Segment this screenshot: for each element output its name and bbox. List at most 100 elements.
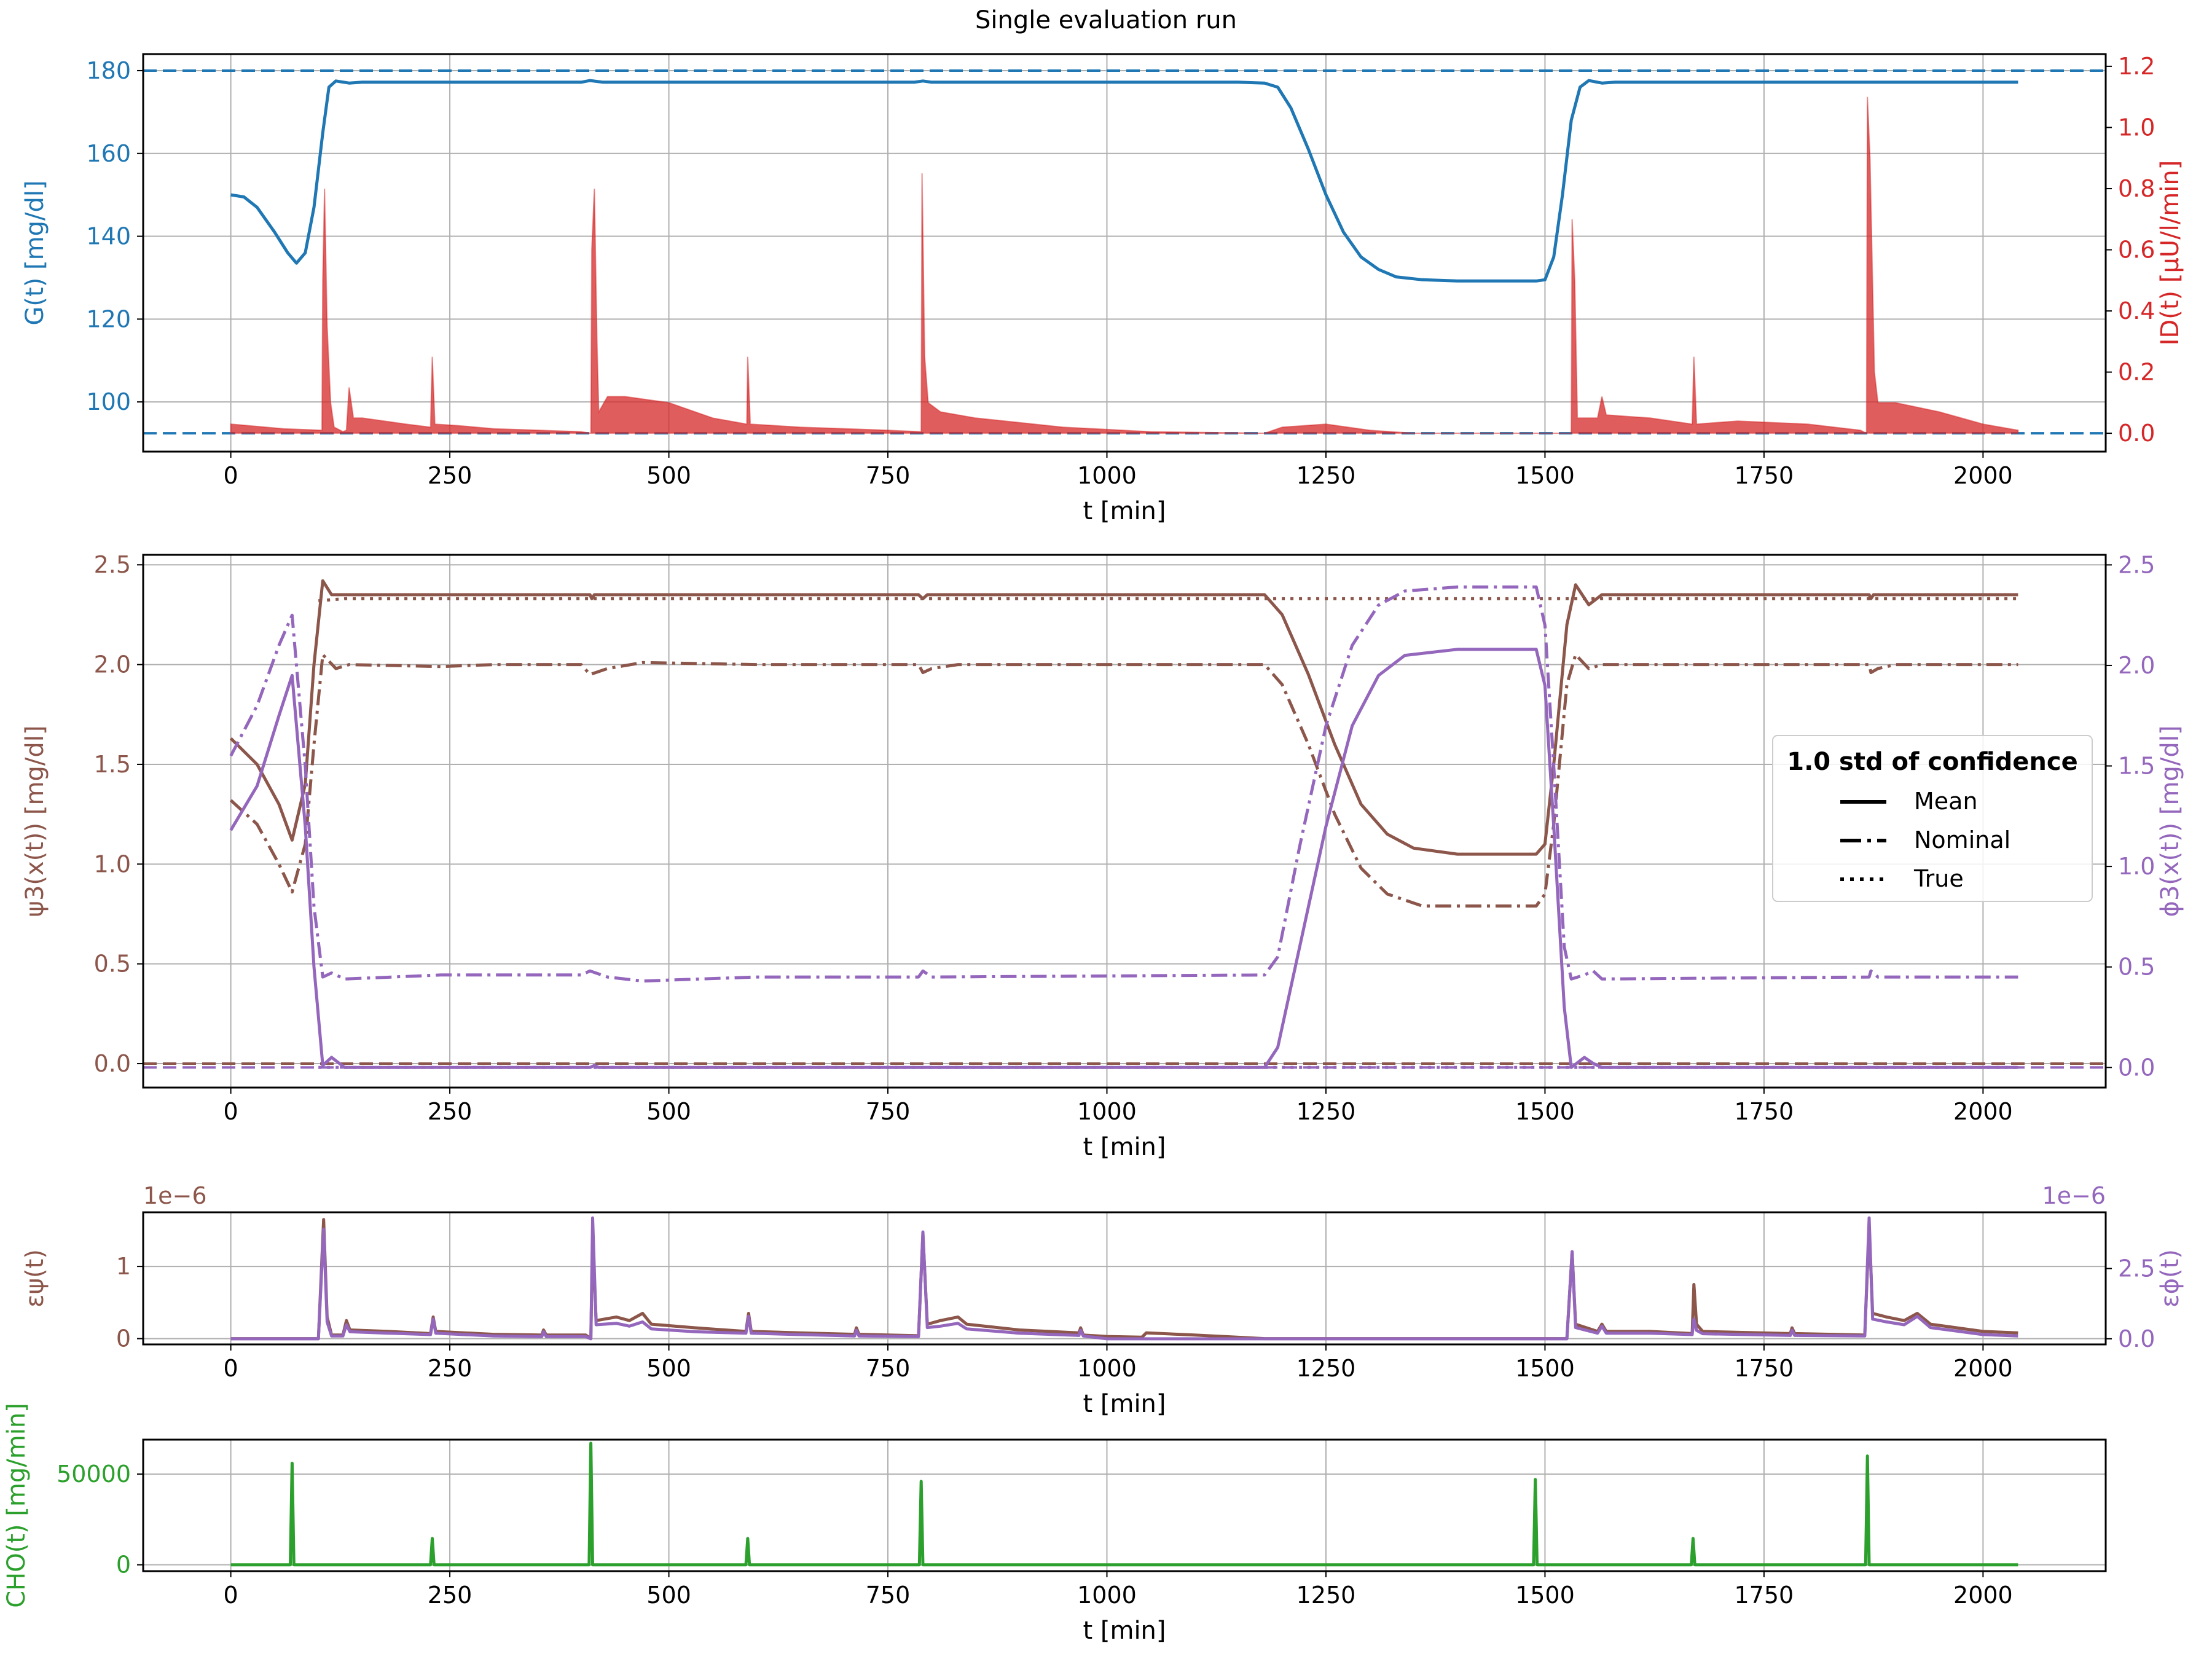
legend-entry-true: True [1913,865,1964,892]
green-solid-series [230,1441,2018,1567]
x-tick-label: 1250 [1296,1098,1356,1125]
right-y-tick-label: 0.6 [2118,237,2155,264]
right-y-tick-label: 0.4 [2118,297,2155,324]
y-tick-label: 0 [116,1325,131,1352]
right-y-axis-label: ϕ3(x(t)) [mg/dl] [2156,726,2184,917]
right-y-tick-label: 0.0 [2118,1325,2155,1352]
x-tick-label: 750 [866,1582,911,1609]
psi-phi-panel: 0 250 500 750 1000 1250 1500 1750 2000 t [min] 0.0… [21,551,2184,1161]
legend-entry-nominal: Nominal [1914,826,2010,853]
x-tick-label: 0 [223,1582,238,1609]
x-tick-label: 1750 [1735,1355,1794,1382]
x-tick-label: 1250 [1296,1582,1356,1609]
x-tick-label: 2000 [1953,1098,2013,1125]
insulin-area-series [230,96,2019,434]
legend-entry-mean: Mean [1914,788,1978,815]
x-tick-label: 1750 [1735,1582,1794,1609]
right-y-tick-label: 1.5 [2118,753,2155,780]
y-tick-label: 0 [116,1551,131,1579]
y-tick-label: 1 [116,1253,131,1280]
right-y-tick-label: 0.5 [2118,954,2155,981]
right-y-tick-label: 0.8 [2118,175,2155,202]
y-tick-label: 1.5 [94,751,131,778]
plot-frame [142,554,2107,1089]
right-y-tick-label: 1.0 [2118,853,2155,880]
x-tick-label: 1000 [1077,1582,1137,1609]
x-axis-label: t [min] [1083,1133,1166,1161]
y-tick-label: 2.5 [94,551,131,578]
y-tick-label: 50000 [57,1461,131,1488]
x-tick-label: 250 [428,1098,473,1125]
x-tick-label: 2000 [1953,1582,2013,1609]
x-tick-label: 1750 [1735,1098,1794,1125]
y-axis-label: CHO(t) [mg/min] [2,1403,31,1608]
right-y-tick-label: 1.0 [2118,114,2155,141]
x-tick-label: 0 [223,1098,238,1125]
right-y-tick-label: 0.2 [2118,359,2155,386]
x-tick-label: 750 [866,462,911,489]
right-y-tick-label: 0.0 [2118,1054,2155,1081]
x-tick-label: 1500 [1515,462,1575,489]
brown-solid-series [229,579,2018,856]
right-y-tick-label: 1.2 [2118,53,2155,80]
y-axis-label: εψ(t) [21,1249,49,1308]
y-tick-label: 2.0 [94,651,131,678]
x-tick-label: 750 [866,1098,911,1125]
x-tick-label: 2000 [1953,462,2013,489]
x-axis-label: t [min] [1083,497,1166,525]
x-tick-label: 1000 [1077,1098,1137,1125]
right-y-tick-label: 0.0 [2118,420,2155,447]
x-tick-label: 1000 [1077,462,1137,489]
x-axis-label: t [min] [1083,1617,1166,1645]
x-tick-label: 1500 [1515,1098,1575,1125]
x-tick-label: 500 [646,1098,691,1125]
x-tick-label: 500 [646,1582,691,1609]
x-tick-label: 500 [646,462,691,489]
x-tick-label: 1500 [1515,1582,1575,1609]
carbohydrate-panel: 0 250 500 750 1000 1250 1500 1750 2000 t [min] 0 50… [2,1403,2107,1645]
epsilon-panel: 0 250 500 750 1000 1250 1500 1750 2000 t [min] 0 1 ε… [21,1182,2184,1418]
brown-dotted-series [318,597,2018,603]
purple-dashdot-series [229,585,2018,983]
y-tick-label: 160 [86,140,131,167]
offset-label-right: 1e−6 [2042,1182,2106,1209]
right-y-tick-label: 2.5 [2118,551,2155,578]
right-y-axis-label: ID(t) [μU/l/min] [2156,160,2184,346]
x-tick-label: 250 [428,1582,473,1609]
y-tick-label: 0.0 [94,1050,131,1077]
plot-frame [142,53,2107,453]
x-tick-label: 2000 [1953,1355,2013,1382]
glucose-insulin-panel: 0 250 500 750 1000 1250 1500 1750 2000 t [min] 100… [21,53,2184,525]
y-axis-label: ψ3(x(t)) [mg/dl] [21,726,49,917]
x-axis-label: t [min] [1083,1390,1166,1418]
offset-label-left: 1e−6 [143,1182,207,1209]
plot-frame [142,1211,2107,1346]
figure-title: Single evaluation run [975,6,1237,34]
x-tick-label: 0 [223,462,238,489]
right-y-tick-label: 2.5 [2118,1255,2155,1282]
x-tick-label: 1250 [1296,462,1356,489]
right-y-tick-label: 2.0 [2118,652,2155,679]
brown-dashdot-series [229,653,2018,908]
y-tick-label: 120 [86,305,131,332]
x-tick-label: 1250 [1296,1355,1356,1382]
x-tick-label: 250 [428,462,473,489]
y-tick-label: 1.0 [94,850,131,877]
legend-box [1772,735,2093,902]
y-tick-label: 100 [86,388,131,415]
x-tick-label: 1500 [1515,1355,1575,1382]
y-axis-label: G(t) [mg/dl] [21,180,49,325]
blue-solid-series [230,79,2018,283]
x-tick-label: 1750 [1735,462,1794,489]
plot-frame [142,1438,2107,1572]
right-y-axis-label: εϕ(t) [2156,1249,2184,1308]
purple-solid-series [229,648,2018,1069]
brown-solid-series [230,1218,2018,1341]
y-tick-label: 180 [86,57,131,84]
x-tick-label: 750 [866,1355,911,1382]
x-tick-label: 250 [428,1355,473,1382]
x-tick-label: 0 [223,1355,238,1382]
y-tick-label: 140 [86,223,131,250]
x-tick-label: 1000 [1077,1355,1137,1382]
